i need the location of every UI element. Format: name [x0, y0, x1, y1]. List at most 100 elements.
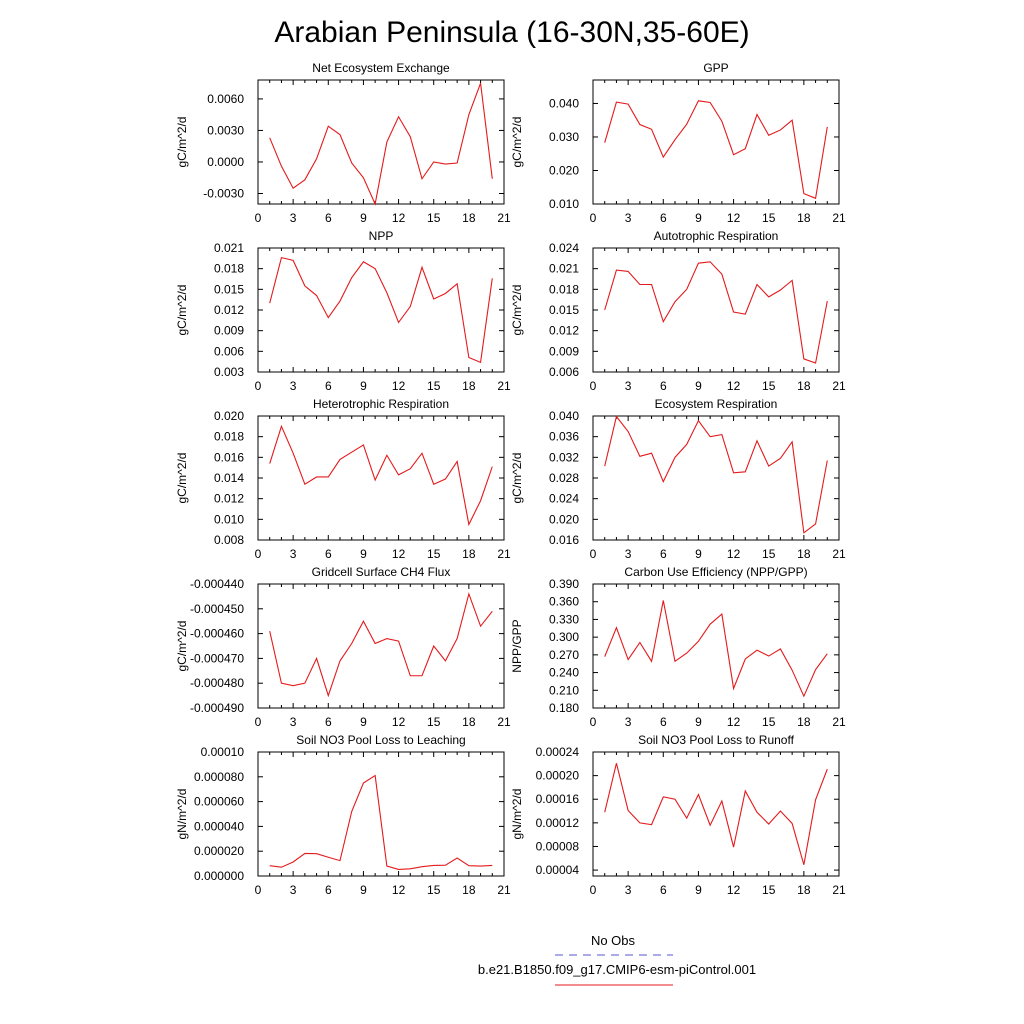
panel-title: Autotrophic Respiration — [654, 229, 779, 243]
y-tick-label: 0.000060 — [194, 795, 244, 809]
x-tick-label: 3 — [625, 547, 632, 561]
x-tick-label: 9 — [360, 211, 367, 225]
x-tick-label: 15 — [427, 211, 441, 225]
x-tick-label: 18 — [462, 715, 476, 729]
y-tick-label: 0.00010 — [201, 745, 245, 759]
y-tick-label: -0.000440 — [190, 577, 244, 591]
y-tick-label: 0.018 — [214, 430, 244, 444]
y-tick-label: 0.015 — [549, 303, 579, 317]
x-tick-label: 12 — [727, 379, 741, 393]
y-tick-label: 0.000020 — [194, 844, 244, 858]
x-tick-label: 9 — [695, 715, 702, 729]
x-tick-label: 15 — [762, 211, 776, 225]
series-line — [269, 256, 493, 364]
y-tick-label: 0.008 — [214, 533, 244, 547]
y-tick-label: 0.020 — [549, 163, 579, 177]
x-tick-label: 3 — [290, 379, 297, 393]
legend-label-run: b.e21.B1850.f09_g17.CMIP6-esm-piControl.… — [478, 962, 756, 977]
x-tick-label: 12 — [392, 211, 406, 225]
plot-frame — [592, 751, 840, 877]
x-tick-label: 0 — [255, 211, 262, 225]
y-axis-label: NPP/GPP — [510, 619, 524, 672]
series-line — [604, 763, 828, 865]
series-line — [604, 600, 828, 698]
panel-3: NPP 0 3 6 9 12 15 18 21 0.003 0.006 0.009 0.012 0.015… — [175, 229, 511, 393]
x-tick-label: 15 — [762, 715, 776, 729]
y-tick-label: -0.0030 — [203, 186, 244, 200]
y-tick-label: 0.020 — [214, 409, 244, 423]
plot-frame — [592, 583, 840, 709]
y-tick-label: 0.028 — [549, 471, 579, 485]
y-tick-label: 0.000040 — [194, 819, 244, 833]
series-line — [604, 100, 828, 200]
y-tick-label: 0.021 — [549, 262, 579, 276]
x-tick-label: 0 — [590, 379, 597, 393]
y-tick-label: 0.032 — [549, 450, 579, 464]
panel-title: GPP — [703, 61, 728, 75]
y-axis-label: gC/m^2/d — [175, 117, 189, 168]
y-tick-label: -0.000490 — [190, 701, 244, 715]
x-tick-label: 0 — [255, 379, 262, 393]
plot-frame — [257, 415, 505, 541]
x-tick-label: 9 — [695, 547, 702, 561]
y-tick-label: 0.330 — [549, 612, 579, 626]
x-tick-label: 18 — [462, 211, 476, 225]
x-tick-label: 21 — [832, 715, 846, 729]
x-tick-label: 0 — [590, 211, 597, 225]
panel-1: Net Ecosystem Exchange 0 3 6 9 12 15 18 21 -0.003… — [175, 61, 511, 225]
x-tick-label: 12 — [727, 547, 741, 561]
series-line — [604, 415, 828, 534]
y-tick-label: 0.006 — [549, 365, 579, 379]
y-tick-label: 0.030 — [549, 130, 579, 144]
y-tick-label: 0.00012 — [536, 816, 580, 830]
x-tick-label: 3 — [625, 883, 632, 897]
y-axis-label: gC/m^2/d — [510, 453, 524, 504]
panel-7: Gridcell Surface CH4 Flux 0 3 6 9 12 15 18 21 -0.… — [175, 565, 511, 729]
x-tick-label: 12 — [727, 883, 741, 897]
y-tick-label: 0.00020 — [536, 769, 580, 783]
x-tick-label: 9 — [360, 883, 367, 897]
x-tick-label: 12 — [727, 715, 741, 729]
x-tick-label: 18 — [462, 883, 476, 897]
y-tick-label: 0.270 — [549, 648, 579, 662]
y-tick-label: 0.003 — [214, 365, 244, 379]
panel-10: Soil NO3 Pool Loss to Runoff 0 3 6 9 12 15 18 21… — [510, 733, 846, 897]
x-tick-label: 18 — [462, 547, 476, 561]
y-tick-label: 0.006 — [214, 344, 244, 358]
y-tick-label: 0.016 — [549, 533, 579, 547]
x-tick-label: 21 — [497, 883, 511, 897]
x-tick-label: 3 — [625, 715, 632, 729]
x-tick-label: 0 — [255, 547, 262, 561]
panel-title: Net Ecosystem Exchange — [312, 61, 450, 75]
x-tick-label: 9 — [695, 211, 702, 225]
x-tick-label: 15 — [427, 715, 441, 729]
x-tick-label: 9 — [695, 379, 702, 393]
y-axis-label: gN/m^2/d — [175, 789, 189, 840]
series-line — [269, 82, 493, 206]
panel-title: Soil NO3 Pool Loss to Leaching — [296, 733, 465, 747]
y-tick-label: 0.036 — [549, 430, 579, 444]
x-tick-label: 9 — [695, 883, 702, 897]
panel-title: Soil NO3 Pool Loss to Runoff — [638, 733, 795, 747]
x-tick-label: 6 — [660, 379, 667, 393]
x-tick-label: 21 — [832, 547, 846, 561]
panels-group: Net Ecosystem Exchange 0 3 6 9 12 15 18 21 -0.003… — [175, 61, 846, 897]
y-tick-label: 0.024 — [549, 241, 579, 255]
y-tick-label: 0.040 — [549, 96, 579, 110]
plot-frame — [257, 751, 505, 877]
panel-5: Heterotrophic Respiration 0 3 6 9 12 15 18 21 0.0… — [175, 397, 511, 561]
x-tick-label: 0 — [590, 547, 597, 561]
x-tick-label: 18 — [797, 715, 811, 729]
x-tick-label: 3 — [290, 883, 297, 897]
y-tick-label: -0.000480 — [190, 676, 244, 690]
x-tick-label: 15 — [427, 379, 441, 393]
x-tick-label: 21 — [832, 379, 846, 393]
x-tick-label: 3 — [290, 547, 297, 561]
x-tick-label: 12 — [392, 883, 406, 897]
y-tick-label: -0.000470 — [190, 651, 244, 665]
y-tick-label: 0.000080 — [194, 770, 244, 784]
plot-frame — [257, 583, 505, 709]
y-tick-label: 0.010 — [549, 197, 579, 211]
y-tick-label: 0.180 — [549, 701, 579, 715]
